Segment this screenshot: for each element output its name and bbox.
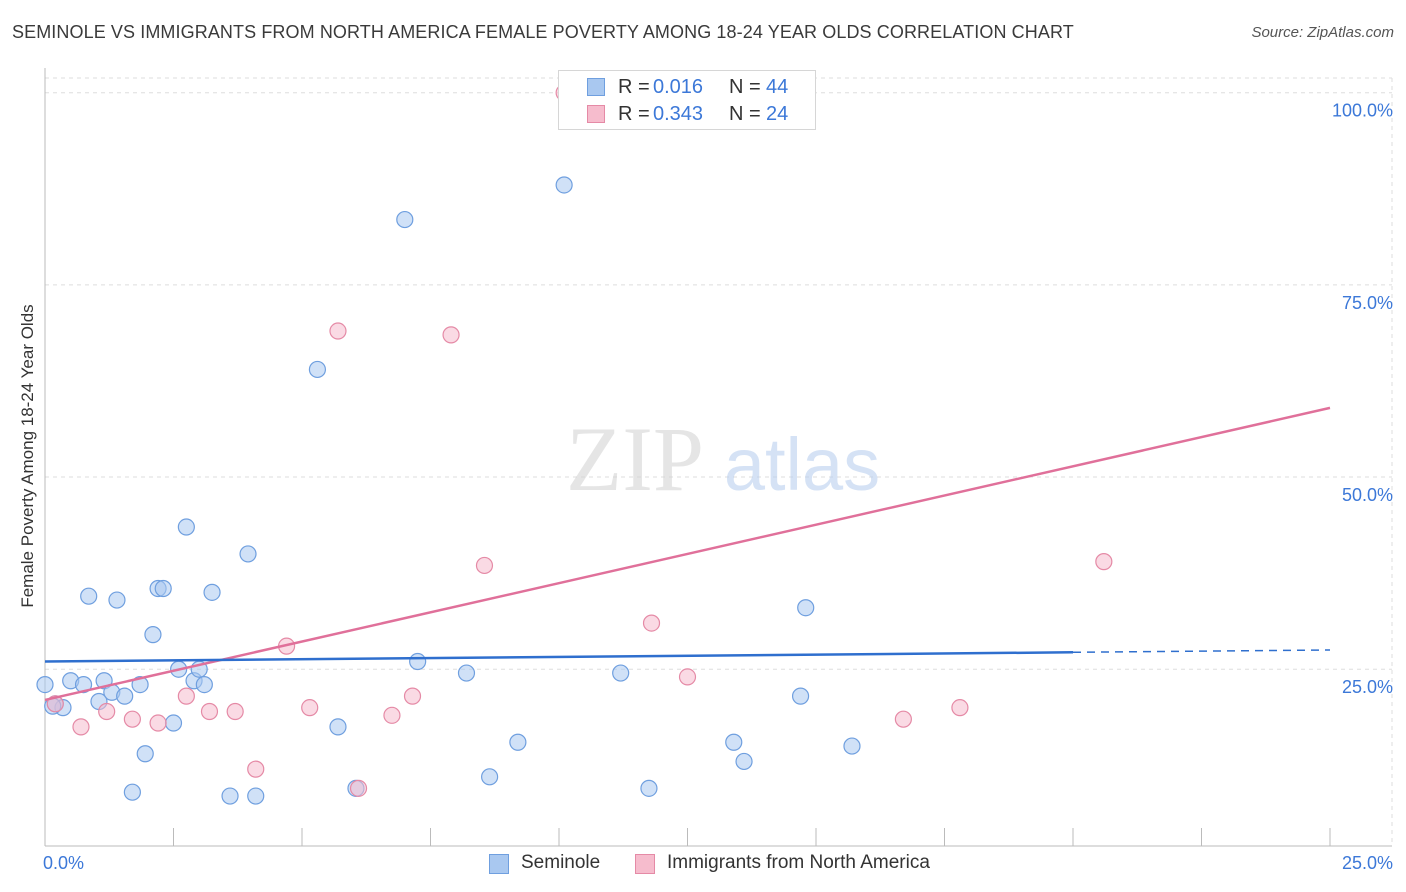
y-tick-label: 25.0% [1342, 677, 1393, 697]
data-point-seminole [144, 626, 162, 644]
data-point-immigrants [123, 710, 141, 728]
trend-line-seminole-extension [1072, 649, 1331, 654]
data-point-seminole [329, 718, 347, 736]
data-point-immigrants [475, 556, 494, 575]
data-point-immigrants [72, 718, 90, 736]
data-point-seminole [409, 652, 427, 671]
grid-lines [45, 77, 1393, 846]
data-point-immigrants [329, 322, 347, 340]
data-point-seminole [725, 733, 743, 751]
seminole-legend-swatch [489, 854, 509, 874]
data-point-seminole [555, 176, 573, 194]
data-point-seminole [843, 737, 861, 755]
data-point-seminole [457, 664, 476, 682]
tick-labels: 25.0% 50.0% 75.0% 100.0% 0.0% 25.0% [43, 101, 1393, 873]
series-seminole [36, 176, 861, 805]
data-point-seminole [177, 518, 195, 536]
data-point-seminole [612, 664, 630, 682]
legend-label-seminole: Seminole [521, 852, 601, 873]
data-point-immigrants [642, 614, 661, 632]
watermark-atlas: atlas [724, 423, 880, 506]
data-point-immigrants [177, 687, 195, 705]
data-point-seminole [797, 599, 815, 617]
y-tick-label: 100.0% [1332, 101, 1393, 121]
data-point-immigrants [226, 702, 244, 721]
data-point-seminole [136, 745, 154, 763]
r-value: 0.343 [653, 103, 704, 125]
data-point-seminole [154, 579, 172, 598]
r-label: R = [618, 103, 650, 125]
x-tick-label: 25.0% [1342, 853, 1393, 873]
immigrants-legend-swatch [635, 854, 655, 874]
n-label: N = [729, 76, 761, 98]
data-point-immigrants [442, 326, 460, 344]
r-label: R = [618, 76, 650, 98]
watermark: ZIP atlas [566, 408, 880, 510]
data-point-immigrants [894, 710, 912, 728]
data-point-seminole [308, 360, 327, 379]
data-point-seminole [203, 583, 221, 601]
r-value: 0.016 [653, 76, 704, 98]
data-point-immigrants [1095, 553, 1113, 571]
data-point-seminole [80, 587, 98, 605]
axes [44, 68, 1392, 847]
data-point-seminole [164, 714, 183, 732]
data-point-seminole [195, 675, 213, 694]
y-axis-label: Female Poverty Among 18-24 Year Olds [18, 304, 37, 608]
x-tick-label: 0.0% [43, 853, 84, 873]
data-point-seminole [791, 687, 810, 705]
stats-row-seminole: R = 0.016 N = 44 [559, 74, 815, 100]
n-value: 24 [766, 103, 789, 125]
data-point-seminole [123, 783, 141, 801]
data-point-immigrants [951, 699, 969, 717]
y-tick-label: 50.0% [1342, 485, 1393, 505]
n-label: N = [729, 103, 761, 125]
data-point-seminole [247, 787, 265, 805]
data-point-seminole [116, 687, 134, 705]
seminole-swatch [587, 78, 605, 96]
stats-legend: R = 0.016 N = 44 R = 0.343 N = 24 [558, 70, 816, 130]
watermark-zip: ZIP [566, 408, 704, 510]
data-point-seminole [74, 675, 93, 694]
trend-line-seminole [44, 651, 1074, 663]
data-point-seminole [640, 779, 658, 797]
n-value: 44 [766, 76, 789, 98]
data-point-immigrants [383, 706, 401, 724]
data-point-immigrants [678, 668, 697, 686]
series-legend: Seminole Immigrants from North America [0, 852, 1406, 878]
data-point-seminole [481, 768, 499, 786]
data-point-immigrants [200, 702, 219, 721]
data-point-immigrants [247, 760, 265, 778]
data-point-immigrants [301, 699, 319, 717]
data-point-immigrants [98, 702, 116, 721]
legend-label-immigrants: Immigrants from North America [667, 852, 930, 873]
data-point-seminole [735, 752, 753, 771]
data-point-seminole [239, 545, 257, 563]
data-point-seminole [108, 591, 126, 609]
data-point-seminole [509, 733, 527, 751]
data-point-immigrants [403, 687, 422, 705]
trend-lines [44, 406, 1331, 702]
stats-row-immigrants: R = 0.343 N = 24 [559, 101, 815, 127]
y-tick-label: 75.0% [1342, 293, 1393, 313]
data-point-seminole [36, 675, 54, 694]
data-point-seminole [221, 787, 239, 805]
data-point-immigrants [149, 714, 167, 732]
data-point-seminole [131, 675, 149, 694]
data-point-seminole [396, 210, 414, 229]
chart-title: SEMINOLE VS IMMIGRANTS FROM NORTH AMERIC… [12, 22, 1074, 42]
immigrants-swatch [587, 105, 605, 123]
source-credit: Source: ZipAtlas.com [1251, 24, 1394, 41]
data-point-immigrants [349, 779, 368, 797]
trend-line-immigrants [44, 406, 1331, 702]
